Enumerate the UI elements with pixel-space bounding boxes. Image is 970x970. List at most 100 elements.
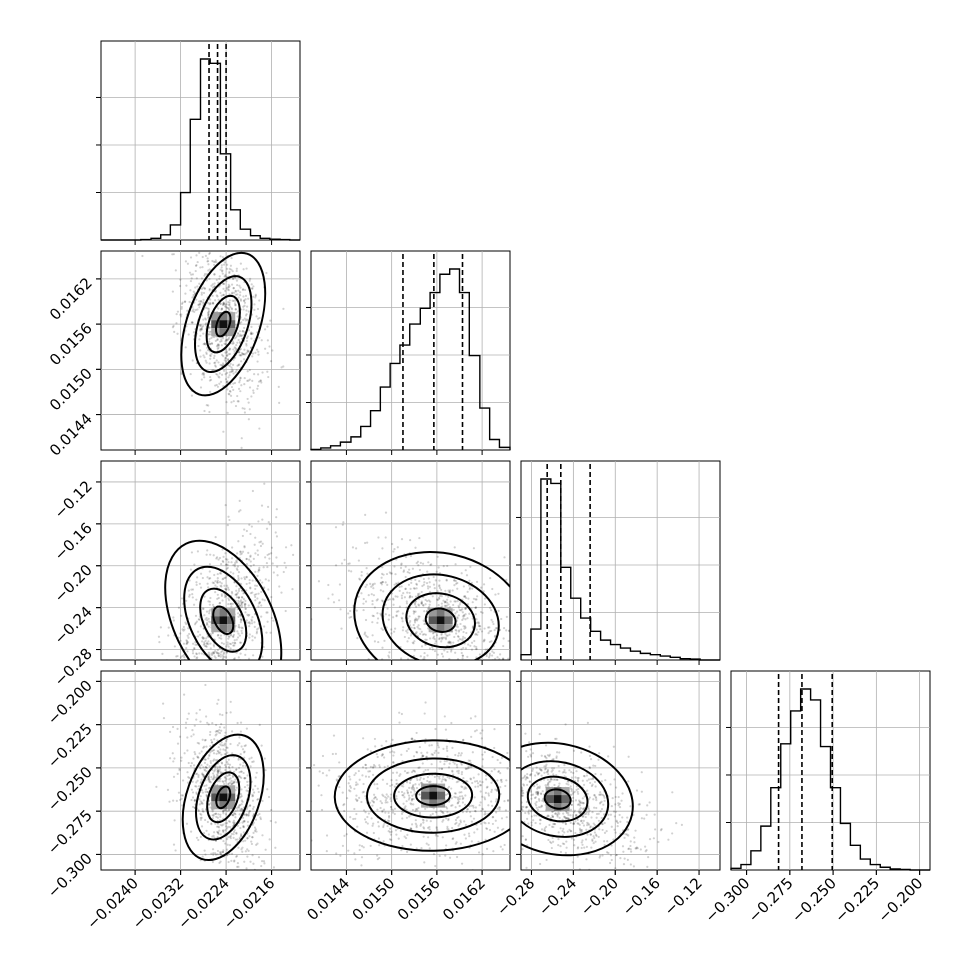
scatter-point [255,315,258,318]
scatter-point [453,792,457,795]
scatter-point [223,282,226,285]
scatter-point [521,663,523,665]
scatter-point [205,745,208,748]
scatter-point [245,339,249,343]
scatter-point [243,819,246,823]
scatter-point [252,805,255,809]
scatter-point [244,776,247,780]
scatter-point [247,614,250,617]
scatter-point [361,766,365,769]
scatter-point [197,774,200,777]
scatter-point [240,604,243,607]
scatter-point [507,639,510,643]
scatter-point [238,363,241,366]
scatter-point [410,626,413,629]
scatter-point [238,381,241,384]
scatter-point [499,786,502,789]
scatter-point [217,769,220,772]
scatter-point [526,772,529,776]
scatter-point [248,633,251,636]
scatter-point [385,793,388,796]
scatter-point [613,828,616,831]
scatter-point [255,630,259,633]
scatter-point [373,783,376,786]
scatter-point [239,553,242,556]
scatter-point [406,658,410,660]
scatter-point [461,786,464,789]
scatter-point [381,572,384,575]
scatter-point [381,580,384,584]
scatter-point [415,631,418,634]
scatter-point [372,594,376,597]
scatter-point [457,824,460,827]
scatter-point [457,635,460,638]
scatter-point [429,820,432,823]
scatter-point [479,822,483,825]
scatter-point [246,774,249,777]
scatter-point [223,275,226,278]
scatter-point [217,832,220,835]
scatter-point [243,928,245,930]
scatter-point [235,559,238,563]
scatter-point [239,730,242,733]
scatter-point [438,767,441,770]
density-pixel [436,624,445,633]
contour-line [333,739,510,852]
scatter-point [512,836,514,838]
scatter-point [235,806,239,810]
scatter-point [538,767,541,770]
scatter-point [418,793,421,796]
scatter-point [441,820,444,823]
scatter-point [448,590,451,594]
scatter-point [430,763,433,766]
scatter-point [408,591,411,595]
scatter-point [320,808,324,812]
scatter-point [215,383,218,387]
scatter-point [207,309,211,313]
scatter-point [222,849,225,852]
scatter-point [401,612,404,615]
scatter-point [192,331,196,334]
scatter-point [446,749,449,753]
scatter-point [235,279,239,282]
scatter-point [202,643,205,646]
scatter-point [191,592,194,596]
scatter-point [447,603,450,606]
scatter-point [426,599,429,603]
scatter-point [405,816,409,819]
scatter-point [204,788,208,791]
scatter-point [171,725,175,729]
scatter-point [240,770,243,773]
scatter-point [440,810,443,813]
scatter-point [229,711,232,714]
scatter-point [495,811,498,814]
scatter-point [218,851,222,854]
scatter-point [211,778,214,781]
scatter-point [418,615,421,618]
scatter-point [222,385,225,388]
scatter-point [269,819,272,823]
scatter-point [499,845,502,848]
scatter-point [514,774,516,776]
scatter-point [223,782,226,786]
scatter-point [454,563,457,566]
scatter-point [358,578,362,581]
scatter-point [244,607,247,610]
scatter-point [349,609,352,613]
scatter-point [360,864,363,867]
scatter-point [377,837,380,840]
scatter-point [251,635,254,638]
scatter-point [467,765,470,768]
scatter-point [216,634,220,637]
scatter-point [202,637,206,640]
scatter-point [224,289,227,292]
scatter-point [195,712,198,715]
scatter-point [230,561,233,564]
scatter-point [457,604,460,608]
scatter-point [227,300,230,304]
scatter-point [199,668,201,670]
scatter-point [237,363,240,367]
scatter-point [218,277,221,281]
scatter-point [492,651,496,654]
scatter-point [234,816,237,819]
